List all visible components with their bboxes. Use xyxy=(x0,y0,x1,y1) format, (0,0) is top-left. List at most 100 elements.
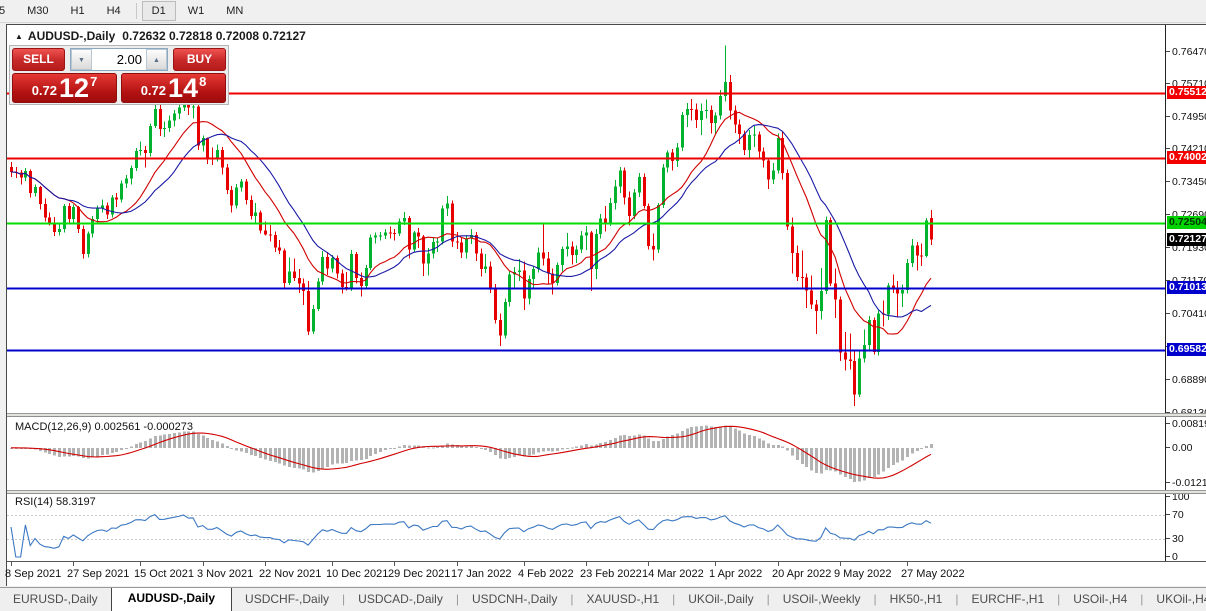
tab-usoil-weekly[interactable]: USOil-,Weekly xyxy=(782,592,861,606)
axis-tick-dash xyxy=(1166,181,1170,183)
buy-price-point: 8 xyxy=(199,74,207,89)
axis-tick-dash xyxy=(1166,446,1170,448)
axis-tick-label: -0.01212 xyxy=(1166,477,1206,489)
price-level-badge: 0.74002 xyxy=(1167,151,1206,165)
plot-area[interactable]: ▲ AUDUSD-,Daily 0.72632 0.72818 0.72008 0.… xyxy=(5,25,1206,586)
axis-tick-dash xyxy=(1166,412,1170,413)
tab-usdcad-daily[interactable]: USDCAD-,Daily xyxy=(358,592,443,606)
date-tick-mark xyxy=(840,562,841,566)
buy-button[interactable]: BUY xyxy=(173,48,226,71)
rsi-indicator-label: RSI(14) 58.3197 xyxy=(15,496,96,508)
timeframe-button-w1[interactable]: W1 xyxy=(187,5,205,17)
tab-divider: | xyxy=(766,592,770,606)
pane-splitter-rsi[interactable] xyxy=(7,490,1206,494)
date-tick-mark xyxy=(140,562,141,566)
date-tick-mark xyxy=(394,562,395,566)
tab-divider: | xyxy=(1140,592,1144,606)
tab-ukoil-h4[interactable]: UKOil-,H4 xyxy=(1156,592,1206,606)
buy-price-pips: 14 xyxy=(168,73,199,103)
tab-usdchf-daily[interactable]: USDCHF-,Daily xyxy=(245,592,330,606)
axis-tick-label: 0.00819 xyxy=(1166,418,1206,430)
price-level-badge: 0.71013 xyxy=(1167,281,1206,295)
axis-tick-dash xyxy=(1166,496,1170,497)
tab-xauusd-h1[interactable]: XAUUSD-,H1 xyxy=(586,592,660,606)
date-label: 1 Apr 2022 xyxy=(709,568,763,580)
timeframe-button-d1[interactable]: D1 xyxy=(141,1,176,21)
date-axis[interactable]: 8 Sep 2021 27 Sep 2021 15 Oct 2021 3 Nov 20… xyxy=(5,562,1206,586)
tab-usoil-h4[interactable]: USOil-,H4 xyxy=(1073,592,1128,606)
buy-price-tile[interactable]: 0.72 14 8 xyxy=(121,73,226,103)
axis-tick-dash xyxy=(1166,423,1170,424)
axis-tick-dash xyxy=(1166,538,1170,539)
axis-tick-dash xyxy=(1166,514,1170,515)
sell-price-tile[interactable]: 0.72 12 7 xyxy=(12,73,117,103)
date-tick-mark xyxy=(715,562,716,566)
date-label: 4 Feb 2022 xyxy=(518,568,574,580)
tab-divider: | xyxy=(672,592,676,606)
chart-bottom-border xyxy=(7,561,1206,562)
volume-decrease-icon[interactable]: ▼ xyxy=(71,49,92,70)
symbol-tab-bar: EURUSD-,Daily AUDUSD-,Daily USDCHF-,Daily |… xyxy=(0,587,1206,611)
timeframe-button-m30[interactable]: M30 xyxy=(27,5,49,17)
tab-eurusd-daily[interactable]: EURUSD-,Daily xyxy=(13,592,98,606)
axis-tick-dash xyxy=(1166,116,1170,118)
chart-ohlc-values: 0.72632 0.72818 0.72008 0.72127 xyxy=(122,29,306,43)
date-tick-mark xyxy=(332,562,333,566)
tab-divider: | xyxy=(1057,592,1061,606)
tab-hk50-h1[interactable]: HK50-,H1 xyxy=(889,592,943,606)
volume-increase-icon[interactable]: ▲ xyxy=(146,49,167,70)
date-tick-mark xyxy=(524,562,525,566)
collapse-arrow-icon[interactable]: ▲ xyxy=(15,32,23,41)
timeframe-button-h1[interactable]: H1 xyxy=(70,5,85,17)
price-chart-canvas[interactable] xyxy=(7,25,1165,413)
tab-divider: | xyxy=(570,592,574,606)
tab-usdcnh-daily[interactable]: USDCNH-,Daily xyxy=(471,592,558,606)
date-tick-mark xyxy=(265,562,266,566)
timeframe-button-5[interactable]: 5 xyxy=(0,1,15,21)
timeframe-button-mn[interactable]: MN xyxy=(226,5,244,17)
price-level-badge: 0.69582 xyxy=(1167,343,1206,357)
date-label: 3 Nov 2021 xyxy=(197,568,254,580)
current-price-badge: 0.72127 xyxy=(1167,232,1206,246)
date-label: 17 Jan 2022 xyxy=(451,568,512,580)
date-label: 14 Mar 2022 xyxy=(642,568,704,580)
volume-input[interactable]: 2.00 xyxy=(116,52,142,67)
price-level-badge: 0.75512 xyxy=(1167,86,1206,100)
tab-eurchf-h1[interactable]: EURCHF-,H1 xyxy=(971,592,1045,606)
axis-tick-label: 70 xyxy=(1166,509,1184,521)
tab-divider: | xyxy=(455,592,459,606)
timeframe-toolbar: 5 M30 H1 H4 D1 W1 MN xyxy=(0,0,1206,23)
chart-symbol-title: AUDUSD-,Daily xyxy=(27,29,116,43)
axis-tick-dash xyxy=(1166,379,1170,381)
date-label: 23 Feb 2022 xyxy=(580,568,642,580)
date-tick-mark xyxy=(73,562,74,566)
date-tick-mark xyxy=(457,562,458,566)
axis-tick-dash xyxy=(1166,313,1170,315)
macd-chart-canvas[interactable] xyxy=(7,417,1165,490)
date-label: 22 Nov 2021 xyxy=(259,568,322,580)
date-label: 15 Oct 2021 xyxy=(134,568,194,580)
axis-tick-dash xyxy=(1166,556,1170,557)
tab-ukoil-daily[interactable]: UKOil-,Daily xyxy=(688,592,754,606)
timeframe-button-h4[interactable]: H4 xyxy=(106,5,121,17)
axis-tick-dash xyxy=(1166,50,1170,52)
axis-tick-dash xyxy=(1166,280,1170,282)
pane-splitter-macd[interactable] xyxy=(7,413,1206,417)
price-axis[interactable]: 0.764700.757100.749500.742100.734500.726… xyxy=(1165,25,1206,586)
volume-stepper: ▼ 2.00 ▲ xyxy=(70,48,168,71)
date-label: 27 Sep 2021 xyxy=(67,568,130,580)
axis-tick-label: 30 xyxy=(1166,533,1184,545)
sell-price-prefix: 0.72 xyxy=(31,83,58,98)
date-tick-mark xyxy=(648,562,649,566)
date-label: 20 Apr 2022 xyxy=(772,568,832,580)
tab-audusd-daily[interactable]: AUDUSD-,Daily xyxy=(110,588,233,611)
date-tick-mark xyxy=(778,562,779,566)
sell-button[interactable]: SELL xyxy=(12,48,65,71)
price-level-badge: 0.72504 xyxy=(1167,216,1206,230)
rsi-chart-canvas[interactable] xyxy=(7,493,1165,561)
